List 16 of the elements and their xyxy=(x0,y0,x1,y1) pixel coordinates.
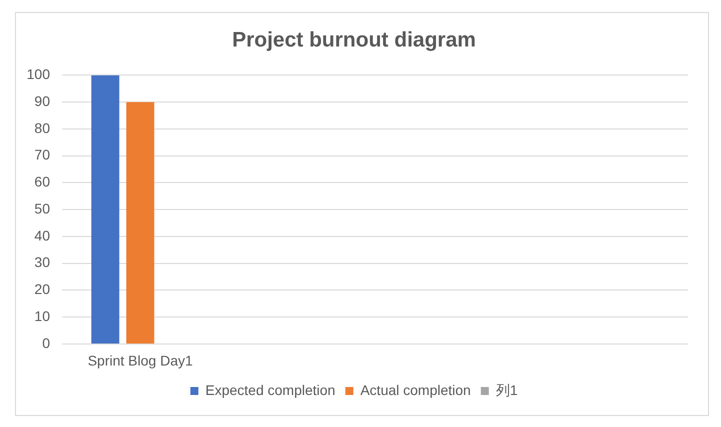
y-tick-label: 40 xyxy=(34,227,50,244)
y-tick-label: 70 xyxy=(34,146,50,163)
legend-label: Expected completion xyxy=(205,382,336,398)
y-tick-label: 90 xyxy=(34,92,50,109)
y-tick-label: 20 xyxy=(34,281,50,298)
x-tick-label: Sprint Blog Day1 xyxy=(88,352,193,368)
y-tick-label: 0 xyxy=(42,334,50,351)
y-tick-label: 30 xyxy=(34,254,50,270)
y-tick-label: 100 xyxy=(26,66,50,82)
y-tick-label: 50 xyxy=(34,200,50,216)
y-tick-label: 80 xyxy=(34,120,50,136)
y-tick-label: 10 xyxy=(34,308,50,324)
chart-title: Project burnout diagram xyxy=(232,28,476,52)
y-tick-label: 60 xyxy=(34,174,50,190)
legend-label: Actual completion xyxy=(360,382,471,398)
legend-label: 列1 xyxy=(496,382,518,398)
